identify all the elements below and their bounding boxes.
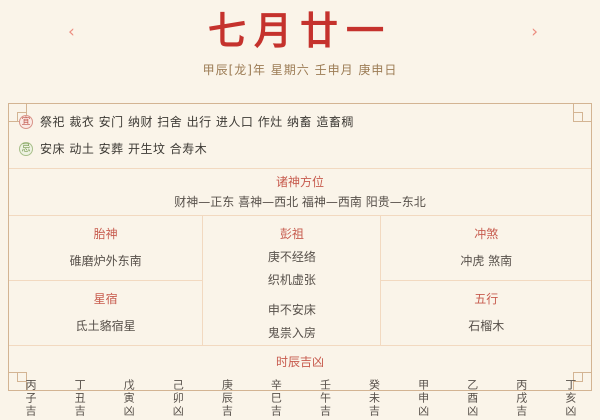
xingxiu-value: 氐土貉宿星 — [75, 319, 136, 333]
ji-badge-icon: 忌 — [19, 141, 33, 156]
inauspicious-activities: 安床 动土 安葬 开生坟 合寿木 — [40, 142, 208, 156]
pengzu-line: 申不安床 — [267, 303, 316, 317]
chevron-left-icon[interactable]: ‹ — [68, 22, 75, 42]
almanac-grid: 胎神 碓磨炉外东南 星宿 氐土貉宿星 彭祖 庚不经络 织机虚张 申不安床 鬼祟入… — [9, 216, 591, 346]
grid-left-column: 胎神 碓磨炉外东南 星宿 氐土貉宿星 — [9, 216, 203, 345]
xingxiu-cell: 星宿 氐土貉宿星 — [9, 280, 203, 345]
hour-item: 丁丑吉 — [73, 378, 87, 418]
auspicious-row: 宜 祭祀 裁衣 安门 纳财 扫舍 出行 进人口 作灶 纳畜 造畜稠 — [9, 108, 591, 135]
hour-item: 丙子吉 — [24, 378, 37, 418]
hour-item: 丁亥凶 — [563, 378, 577, 418]
hour-item: 甲申凶 — [416, 378, 430, 418]
grid-right-column: 冲煞 冲虎 煞南 五行 石榴木 — [381, 216, 591, 345]
almanac-header: ‹ 七月廿一 › 甲辰[龙]年 星期六 壬申月 庚申日 — [0, 0, 600, 98]
pengzu-line: 织机虚张 — [267, 273, 316, 287]
taishen-title: 胎神 — [93, 227, 118, 241]
pengzu-cell: 彭祖 庚不经络 织机虚张 申不安床 鬼祟入房 — [202, 216, 382, 345]
yi-badge-icon: 宜 — [19, 114, 33, 129]
gods-direction-value: 财神—正东 喜神—西北 福神—西南 阳贵—东北 — [174, 195, 426, 209]
pengzu-line: 庚不经络 — [267, 250, 316, 264]
lunar-date-title: 七月廿一 — [207, 8, 392, 53]
hour-item: 丙戌吉 — [514, 378, 528, 418]
chongsha-title: 冲煞 — [474, 227, 499, 241]
pengzu-line: 鬼祟入房 — [267, 326, 316, 340]
inauspicious-row: 忌 安床 动土 安葬 开生坟 合寿木 — [9, 135, 591, 162]
hour-item: 辛巳吉 — [269, 378, 283, 418]
hour-item: 乙酉凶 — [465, 378, 479, 418]
hour-item: 癸未吉 — [367, 378, 381, 418]
wuxing-title: 五行 — [474, 292, 499, 306]
pengzu-title: 彭祖 — [279, 227, 304, 241]
xingxiu-title: 星宿 — [93, 292, 118, 306]
hour-item: 庚辰吉 — [220, 378, 234, 418]
hour-item: 戊寅凶 — [122, 378, 136, 418]
hours-luck-title: 时辰吉凶 — [275, 355, 324, 369]
hours-luck-list: 丙子吉 丁丑吉 戊寅凶 己卯凶 庚辰吉 辛巳吉 壬午吉 癸未吉 甲申凶 乙酉凶 … — [9, 370, 591, 420]
hour-item: 壬午吉 — [318, 378, 332, 418]
taishen-cell: 胎神 碓磨炉外东南 — [9, 216, 202, 280]
chongsha-cell: 冲煞 冲虎 煞南 — [381, 216, 591, 280]
wuxing-cell: 五行 石榴木 — [381, 280, 591, 345]
gods-direction-title: 诸神方位 — [275, 175, 324, 189]
wuxing-value: 石榴木 — [468, 319, 505, 333]
gods-direction-section: 诸神方位 财神—正东 喜神—西北 福神—西南 阳贵—东北 — [9, 168, 591, 216]
taishen-value: 碓磨炉外东南 — [69, 254, 142, 268]
auspicious-activities: 祭祀 裁衣 安门 纳财 扫舍 出行 进人口 作灶 纳畜 造畜稠 — [40, 115, 354, 129]
hours-luck-section: 时辰吉凶 丙子吉 丁丑吉 戊寅凶 己卯凶 庚辰吉 辛巳吉 壬午吉 癸未吉 甲申凶… — [9, 346, 591, 420]
almanac-frame: 宜 祭祀 裁衣 安门 纳财 扫舍 出行 进人口 作灶 纳畜 造畜稠 忌 安床 动… — [8, 100, 592, 418]
chevron-right-icon[interactable]: › — [531, 22, 538, 42]
ganzhi-date-subtitle: 甲辰[龙]年 星期六 壬申月 庚申日 — [202, 63, 398, 77]
chongsha-value: 冲虎 煞南 — [460, 254, 513, 268]
hour-item: 己卯凶 — [171, 378, 185, 418]
